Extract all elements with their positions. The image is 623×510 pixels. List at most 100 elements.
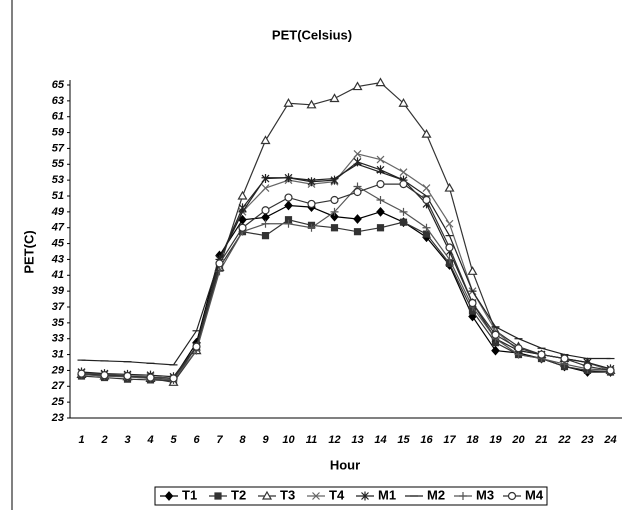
marker xyxy=(606,366,615,375)
marker xyxy=(307,223,316,232)
marker xyxy=(398,98,409,107)
marker xyxy=(237,190,248,200)
marker xyxy=(353,214,362,224)
marker xyxy=(261,219,270,228)
marker xyxy=(146,373,155,382)
marker xyxy=(375,77,386,87)
marker xyxy=(260,135,271,145)
legend-label: T4 xyxy=(329,487,345,502)
y-tick-label: 53 xyxy=(52,174,64,186)
marker xyxy=(445,219,454,228)
legend-label: T1 xyxy=(182,487,197,502)
marker xyxy=(537,350,546,359)
x-tick-label: 13 xyxy=(351,434,363,446)
y-tick-label: 31 xyxy=(52,348,64,360)
marker xyxy=(468,298,477,308)
y-tick-label: 55 xyxy=(52,158,65,170)
marker xyxy=(445,243,454,252)
marker xyxy=(376,206,385,217)
marker xyxy=(261,184,270,192)
legend-label: M4 xyxy=(525,487,544,502)
marker xyxy=(422,184,431,192)
legend-label: M2 xyxy=(427,487,445,502)
marker xyxy=(560,354,569,363)
series-line xyxy=(81,183,611,379)
y-tick-label: 47 xyxy=(51,222,65,234)
series-line xyxy=(81,163,611,366)
marker xyxy=(77,369,86,378)
marker xyxy=(330,195,339,205)
marker xyxy=(214,492,222,500)
legend-box xyxy=(154,486,548,506)
x-tick-label: 11 xyxy=(306,434,317,446)
marker xyxy=(261,232,270,240)
marker xyxy=(514,344,523,353)
x-tick-label: 1 xyxy=(78,434,84,446)
marker xyxy=(261,490,273,500)
y-tick-label: 27 xyxy=(51,380,65,392)
legend: T1 T2 T3 T4 M1 M2 M3 M4 xyxy=(154,486,548,506)
x-tick-label: 4 xyxy=(146,434,153,446)
marker xyxy=(215,259,224,268)
series xyxy=(77,150,615,383)
marker xyxy=(467,266,478,275)
marker xyxy=(422,195,431,205)
x-tick-label: 14 xyxy=(374,434,386,446)
series xyxy=(76,77,616,386)
marker xyxy=(284,219,293,228)
marker xyxy=(306,99,317,109)
marker xyxy=(164,491,174,501)
marker xyxy=(583,362,592,371)
x-tick-label: 3 xyxy=(124,434,130,446)
legend-label: T2 xyxy=(231,487,246,502)
marker xyxy=(329,93,340,103)
marker xyxy=(422,223,431,232)
y-tick-label: 37 xyxy=(52,301,65,313)
x-tick-label: 21 xyxy=(534,434,547,446)
y-tick-label: 41 xyxy=(51,269,64,281)
marker xyxy=(361,491,369,501)
marker xyxy=(353,187,362,197)
x-tick-label: 20 xyxy=(511,434,525,446)
x-tick-label: 17 xyxy=(443,434,456,446)
y-tick-label: 33 xyxy=(52,333,64,345)
x-tick-label: 22 xyxy=(557,434,570,446)
y-tick-label: 25 xyxy=(51,396,65,408)
marker xyxy=(284,200,293,211)
marker xyxy=(192,342,201,351)
marker xyxy=(376,195,385,204)
series xyxy=(77,216,615,385)
series xyxy=(77,163,615,366)
x-tick-label: 15 xyxy=(397,434,410,446)
marker xyxy=(376,155,385,164)
y-axis-label: PET(C) xyxy=(21,230,36,273)
x-tick-label: 12 xyxy=(328,434,340,446)
x-axis-label: Hour xyxy=(330,457,360,472)
marker xyxy=(376,224,385,232)
x-tick-label: 5 xyxy=(170,434,177,446)
marker xyxy=(312,492,320,500)
marker xyxy=(399,168,408,177)
marker xyxy=(123,371,132,381)
y-tick-label: 51 xyxy=(52,190,64,202)
series xyxy=(77,200,615,384)
marker xyxy=(330,224,339,232)
marker xyxy=(491,330,500,339)
marker xyxy=(100,371,109,380)
marker xyxy=(330,211,339,222)
legend-label: M3 xyxy=(476,487,494,502)
marker xyxy=(238,223,247,232)
x-tick-label: 6 xyxy=(193,434,200,446)
x-tick-label: 24 xyxy=(603,434,616,446)
legend-label: T3 xyxy=(280,487,295,502)
legend-label: M1 xyxy=(378,487,396,502)
marker xyxy=(459,492,467,500)
marker xyxy=(330,207,339,216)
x-tick-label: 18 xyxy=(466,434,479,446)
marker xyxy=(491,345,500,356)
y-tick-label: 23 xyxy=(51,412,64,424)
series-line xyxy=(81,153,611,379)
y-tick-label: 43 xyxy=(51,253,64,265)
marker xyxy=(261,206,270,215)
